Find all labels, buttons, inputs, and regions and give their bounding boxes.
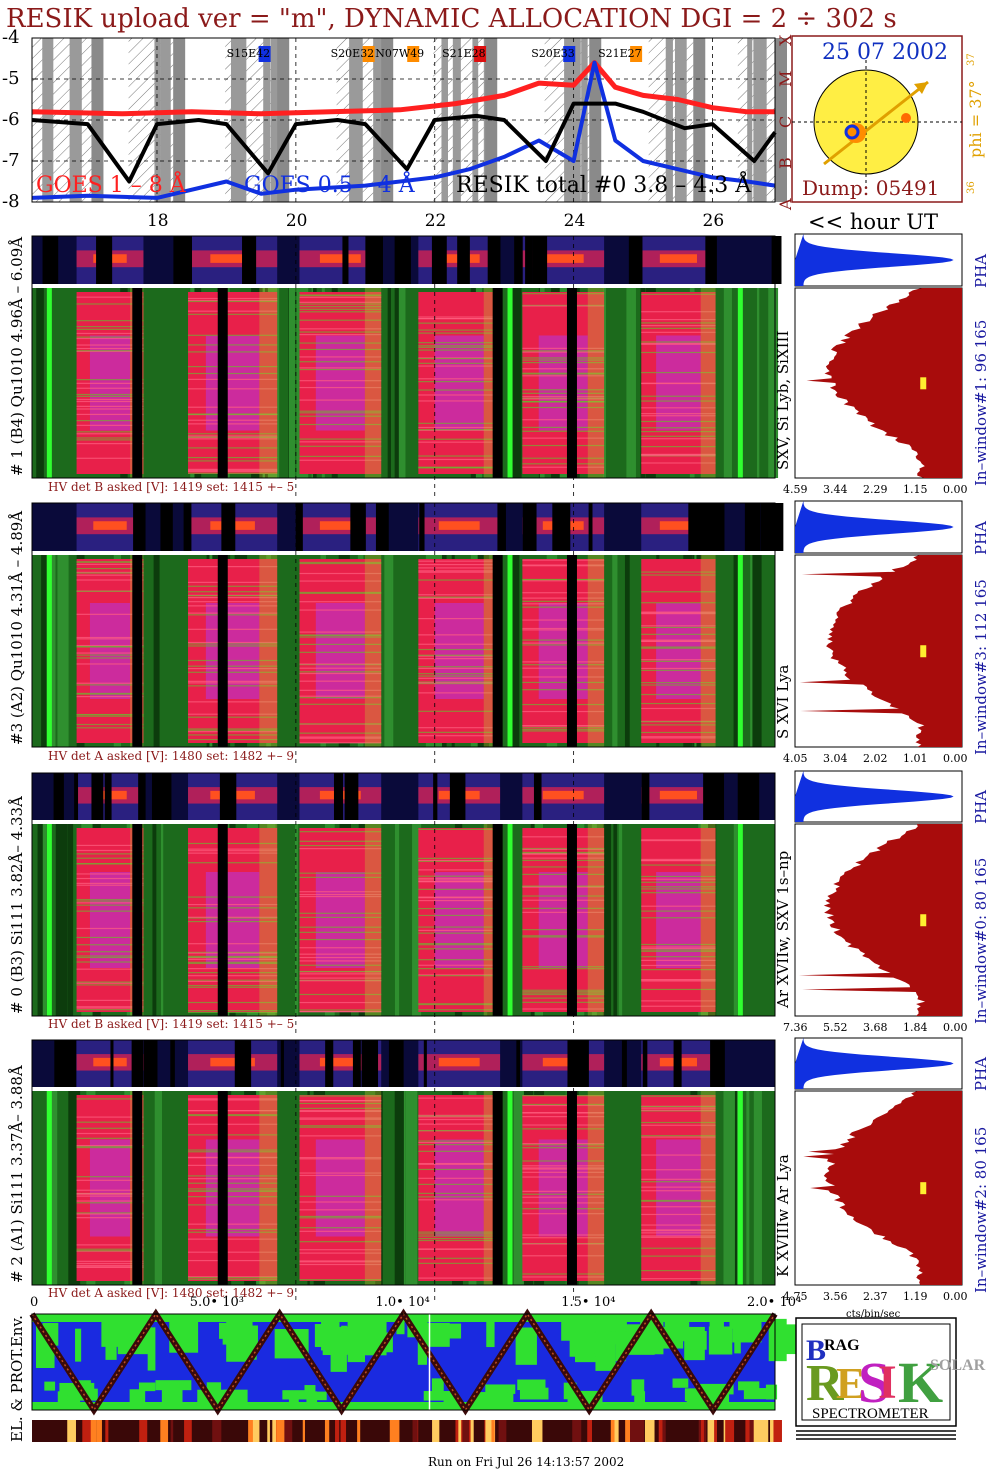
legend-goes-short: GOES 0.5 – 4 Å	[244, 173, 415, 198]
emission-line-label: K XVIIIw Ar Lya	[774, 1154, 792, 1277]
active-region-label: S20E33	[531, 47, 575, 60]
hv-readout: HV det A asked [V]: 1480 set: 1482 +– 9	[48, 749, 295, 763]
cts-unit-label: cts/bin/sec	[846, 1309, 901, 1320]
cts-tick-label: 0.00	[943, 1290, 968, 1303]
logo-letter-k: K	[898, 1350, 943, 1415]
goes-class-letter: A	[776, 198, 795, 210]
goes-y-tick: -8	[2, 191, 20, 212]
page-title: RESIK upload ver = "m", DYNAMIC ALLOCATI…	[6, 4, 897, 34]
active-region-label: S15E42	[226, 47, 271, 60]
seconds-tick-label: 1.0• 10⁴	[375, 1295, 430, 1310]
pha-label: PHA	[972, 789, 990, 824]
goes-class-letter: X	[776, 34, 795, 46]
emission-line-label: Ar XVIIw, SXV 1s–np	[774, 850, 792, 1008]
in-window-counts: In–window#0: 80 165	[972, 857, 990, 1024]
goes-y-tick: -5	[2, 68, 20, 89]
goes-class-letter: B	[776, 157, 795, 169]
hour-tick-label: 24	[563, 211, 586, 231]
seconds-tick-label: 0	[30, 1295, 39, 1310]
cts-tick-label: 3.68	[863, 1021, 888, 1034]
cts-tick-label: 1.84	[903, 1021, 928, 1034]
logo-letter-r: R	[806, 1355, 845, 1412]
cts-tick-label: 4.75	[783, 1290, 808, 1303]
detector-label: # 0 (B3) Si111 3.82Å– 4.33Å	[8, 796, 26, 1014]
phi-label: phi = 37°	[966, 80, 985, 158]
cts-tick-label: 2.29	[863, 483, 888, 496]
pha-label: PHA	[972, 1056, 990, 1091]
logo-rag: RAG	[824, 1337, 860, 1354]
hour-tick-label: 22	[424, 211, 447, 231]
detector-label: # 1 (B4) Qu1010 4.96Å – 6.09Å	[8, 236, 26, 476]
hv-readout: HV det A asked [V]: 1480 set: 1482 +– 9	[48, 1286, 295, 1300]
seconds-tick-label: 1.5• 10⁴	[561, 1295, 616, 1310]
env-panel-label: EL. & PROT.Env.	[8, 1315, 26, 1442]
active-region-label: S20E32	[330, 47, 375, 60]
emission-line-label: S XVI Lya	[774, 664, 792, 739]
cts-tick-label: 4.59	[783, 483, 808, 496]
series-resik-line	[31, 101, 777, 184]
hour-tick-label: 26	[702, 211, 725, 231]
particle-environment-panel	[29, 1308, 799, 1442]
cts-tick-label: 0.00	[943, 752, 968, 765]
phi-top: 37	[966, 53, 977, 66]
footer-run-timestamp: Run on Fri Jul 26 14:13:57 2002	[428, 1455, 625, 1469]
cts-tick-label: 4.05	[783, 752, 808, 765]
emission-line-label: SXV, Si Lyb, SiXIII	[774, 330, 792, 470]
detector-label: # 2 (A1) Si111 3.37Å– 3.88Å	[8, 1065, 26, 1283]
cts-tick-label: 7.36	[783, 1021, 808, 1034]
goes-class-letter: C	[776, 115, 795, 128]
logo-letter-b: B	[806, 1334, 826, 1367]
solar-disk-panel	[791, 35, 963, 203]
logo-letter-i: I	[878, 1356, 897, 1409]
goes-y-tick: -7	[2, 150, 20, 171]
in-window-counts: In–window#3: 112 165	[972, 579, 990, 755]
cts-tick-label: 1.19	[903, 1290, 928, 1303]
goes-class-letter: M	[776, 70, 795, 87]
cts-tick-label: 3.04	[823, 752, 848, 765]
seconds-tick-label: 5.0• 10³	[189, 1295, 244, 1310]
cts-tick-label: 5.52	[823, 1021, 848, 1034]
logo-letter-e: E	[836, 1359, 865, 1408]
cts-tick-label: 0.00	[943, 1021, 968, 1034]
pha-label: PHA	[972, 253, 990, 288]
sun-dump: Dump: 05491	[802, 176, 940, 200]
cts-tick-label: 0.00	[943, 483, 968, 496]
goes-y-tick: -4	[2, 27, 20, 48]
goes-y-tick: -6	[2, 109, 20, 130]
sun-date: 25 07 2002	[822, 40, 948, 65]
active-region-label: S21E28	[442, 47, 486, 60]
cts-tick-label: 3.44	[823, 483, 848, 496]
cts-tick-label: 2.02	[863, 752, 888, 765]
pha-histogram-panels	[794, 233, 963, 1286]
cts-tick-label: 1.15	[903, 483, 928, 496]
hv-readout: HV det B asked [V]: 1419 set: 1415 +– 5	[48, 1017, 295, 1031]
in-window-counts: In–window#1: 96 165	[972, 319, 990, 486]
logo-word: SPECTROMETER	[812, 1406, 929, 1422]
legend-goes-long: GOES 1 – 8 Å	[36, 173, 186, 198]
hour-unit-label: << hour UT	[808, 210, 938, 234]
series-goes-long-line	[31, 60, 775, 117]
cts-tick-label: 2.37	[863, 1290, 888, 1303]
cts-tick-label: 1.01	[903, 752, 928, 765]
seconds-tick-label: 2.0• 10⁴	[747, 1295, 802, 1310]
series-goes-short-line	[31, 60, 776, 200]
in-window-counts: In–window#2: 80 165	[972, 1126, 990, 1293]
active-region-label: N07W49	[375, 47, 425, 60]
cts-tick-label: 3.56	[823, 1290, 848, 1303]
hour-tick-label: 20	[285, 211, 308, 231]
spectrogram-panels	[31, 235, 784, 1302]
detector-label: #3 (A2) Qu1010 4.31Å – 4.89Å	[8, 510, 26, 745]
legend-resik: RESIK total #0 3.8 – 4.3 Å	[456, 173, 752, 198]
pha-label: PHA	[972, 520, 990, 555]
hv-readout: HV det B asked [V]: 1419 set: 1415 +– 5	[48, 480, 295, 494]
goes-lightcurve-panel	[31, 37, 787, 203]
logo-letter-s: S	[858, 1350, 890, 1415]
hour-tick-label: 18	[146, 211, 169, 231]
active-region-label: S21E27	[598, 47, 642, 60]
phi-bottom: 36	[966, 181, 977, 194]
logo-solar: SOLAR	[930, 1357, 986, 1374]
